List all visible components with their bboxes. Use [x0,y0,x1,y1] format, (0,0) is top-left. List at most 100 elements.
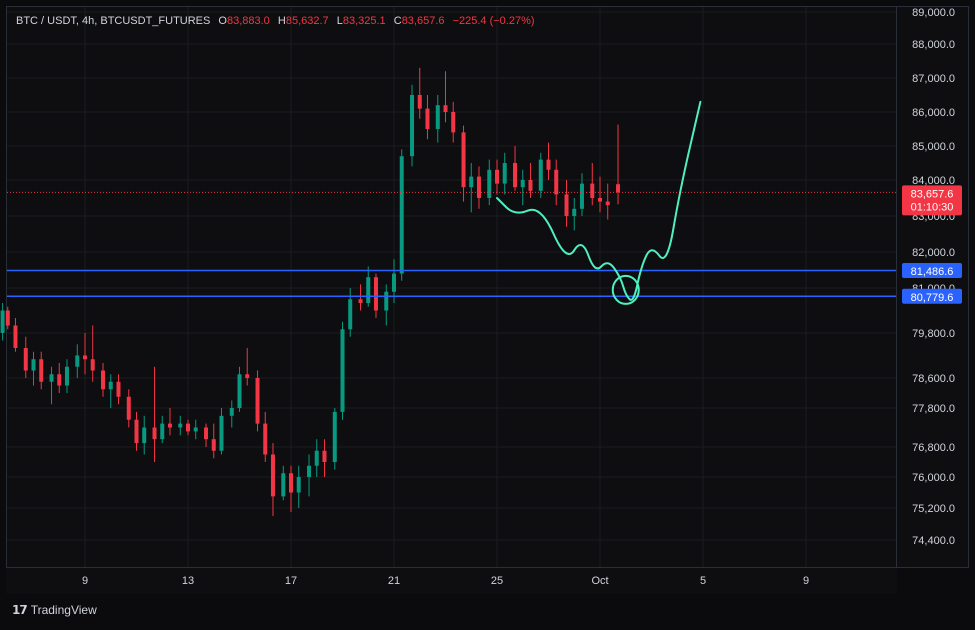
last-price-tag-bg [902,185,962,216]
candle-body [392,273,396,292]
candle-body [443,105,448,112]
candle-body [322,450,327,462]
low-value: 83,325.1 [342,15,386,27]
candle-body [502,163,507,184]
change-value: −225.4 (−0.27%) [452,15,535,27]
candle-body [307,465,312,477]
candle-body [23,348,28,371]
candle-body [605,201,610,206]
candle-body [75,355,80,367]
candle-body [255,378,260,424]
candle-body [134,419,139,444]
candle-body [616,184,621,193]
candle-body [384,291,389,311]
symbol-legend[interactable]: BTC / USDT, 4h, BTCUSDT_FUTURES O83,883.… [16,15,535,27]
candle-body [579,183,584,209]
candle-body [13,325,18,348]
time-axis-label: 13 [182,575,194,587]
candle-body [229,408,234,416]
candle-body [487,169,492,198]
candle-body [245,374,250,378]
candle-body [513,163,518,188]
candle-body [332,411,337,462]
brand-name: TradingView [30,603,97,617]
time-axis-label: Oct [591,575,608,587]
candle-body [126,396,131,420]
price-axis-label: 87,000.0 [912,73,955,85]
candle-body [314,450,319,466]
close-value: 83,657.6 [401,15,445,27]
candle-body [64,366,69,386]
price-axis-label: 76,800.0 [912,442,955,454]
candle-body [31,359,36,371]
candle-body [546,159,551,170]
candle-body [564,194,569,216]
candle-body [554,169,559,195]
price-axis-label: 79,800.0 [912,328,955,340]
candle-body [572,208,577,216]
price-axis-label: 85,000.0 [912,141,955,153]
chart-plot-area[interactable] [6,6,897,568]
candle-body [358,299,363,303]
time-axis-label: 17 [285,575,297,587]
time-axis-label: 21 [388,575,400,587]
price-axis-label: 84,000.0 [912,175,955,187]
high-key: H [277,15,286,27]
level-tag-lower-bg [902,288,962,304]
price-axis-label: 78,600.0 [912,373,955,385]
candle-body [348,299,353,330]
candle-body [435,105,440,129]
price-axis-label: 77,800.0 [912,403,955,415]
price-axis-label: 74,400.0 [912,535,955,547]
candle-body [5,310,10,326]
candle-body [204,427,209,440]
candle-body [101,370,106,390]
low-key: L [336,15,343,27]
price-axis-label: 86,000.0 [912,107,955,119]
time-axis-label: 5 [700,575,706,587]
close-key: C [393,15,402,27]
candle-body [49,374,54,382]
candle-body [281,473,286,497]
candle-body [495,169,499,184]
last-price-tag-text: 01:10:30 [911,201,954,213]
candle-body [598,198,602,202]
candle-body [461,132,466,188]
candle-body [520,180,525,188]
tradingview-brand[interactable]: 𝟭𝟳 TradingView [12,603,97,617]
candle-body [296,477,301,493]
time-axis-label: 9 [803,575,809,587]
candle-body [142,427,147,444]
candle-body [116,381,121,397]
candle-body [528,180,533,191]
candle-body [366,277,371,303]
open-key: O [218,15,227,27]
drawing-path [496,100,702,301]
candle-body [152,427,157,440]
tradingview-logo-icon: 𝟭𝟳 [12,603,28,617]
candle-body [90,359,95,371]
candle-body [57,374,62,386]
candle-body [590,183,595,198]
high-value: 85,632.7 [285,15,329,27]
symbol-name[interactable]: BTC / USDT, 4h, BTCUSDT_FUTURES [16,15,211,27]
time-axis[interactable] [6,568,897,594]
candle-body [538,159,543,191]
last-price-tag-text: 83,657.6 [911,188,954,200]
price-axis-label: 89,000.0 [912,7,955,19]
candle-body [186,423,190,432]
level-tag-upper-bg [902,262,962,278]
candle-body [178,423,183,428]
candle-body [270,454,275,497]
candle-body [39,359,44,382]
level-tag-upper-text: 81,486.6 [911,266,954,278]
price-axis-label: 88,000.0 [912,39,955,51]
candle-body [289,473,293,493]
time-axis-label: 25 [491,575,503,587]
open-value: 83,883.0 [226,15,270,27]
price-axis[interactable] [897,6,969,568]
candle-body [451,112,456,133]
price-axis-label: 82,000.0 [912,247,955,259]
candle-body [83,355,87,360]
